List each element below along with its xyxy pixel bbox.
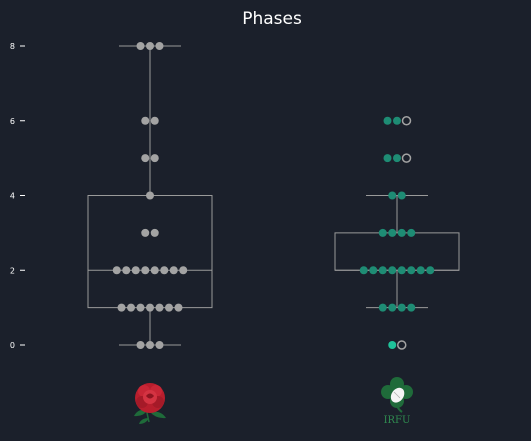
data-point bbox=[141, 116, 150, 125]
data-point bbox=[407, 228, 416, 237]
data-point bbox=[378, 228, 387, 237]
data-point bbox=[397, 266, 406, 275]
data-point bbox=[136, 303, 145, 312]
england-rose-logo bbox=[134, 383, 166, 424]
y-axis: 0 2 4 6 8 bbox=[10, 42, 25, 350]
data-point bbox=[146, 341, 154, 349]
iqr-box bbox=[334, 232, 460, 271]
data-point bbox=[397, 228, 406, 237]
data-point bbox=[359, 266, 368, 275]
data-point bbox=[136, 42, 145, 50]
data-point bbox=[112, 266, 121, 275]
irfu-logo: IRFU bbox=[381, 377, 413, 426]
data-point bbox=[155, 341, 164, 349]
points-1 bbox=[359, 116, 435, 350]
data-point bbox=[141, 154, 150, 163]
data-point bbox=[388, 341, 397, 349]
data-point bbox=[383, 116, 392, 125]
data-point bbox=[160, 266, 169, 275]
data-point bbox=[388, 303, 397, 312]
data-point bbox=[141, 266, 150, 275]
hollow-marker bbox=[401, 116, 412, 126]
hollow-marker bbox=[397, 340, 407, 350]
data-point bbox=[407, 303, 416, 312]
data-point bbox=[155, 42, 164, 50]
data-point bbox=[388, 266, 397, 275]
data-point bbox=[426, 266, 435, 275]
hollow-marker bbox=[401, 153, 412, 163]
y-tick-label: 4 bbox=[10, 192, 15, 201]
points-0 bbox=[112, 42, 188, 349]
data-point bbox=[150, 116, 159, 125]
data-point bbox=[165, 303, 173, 312]
swarm-points bbox=[112, 42, 435, 350]
y-tick-label: 6 bbox=[10, 117, 15, 126]
data-point bbox=[388, 191, 397, 200]
irfu-logo-text: IRFU bbox=[384, 415, 411, 426]
data-point bbox=[174, 303, 183, 312]
y-tick-label: 2 bbox=[10, 266, 15, 275]
y-tick-label: 8 bbox=[10, 42, 15, 51]
data-point bbox=[383, 154, 392, 163]
data-point bbox=[416, 266, 425, 275]
data-point bbox=[378, 303, 387, 312]
data-point bbox=[117, 303, 126, 312]
chart-title: Phases bbox=[242, 9, 302, 29]
data-point bbox=[155, 303, 164, 312]
data-point bbox=[146, 191, 154, 200]
data-point bbox=[397, 303, 406, 312]
data-point bbox=[369, 266, 378, 275]
data-point bbox=[122, 266, 131, 275]
data-point bbox=[150, 154, 159, 163]
iqr-box bbox=[87, 195, 213, 309]
data-point bbox=[378, 266, 387, 275]
data-point bbox=[393, 154, 401, 163]
data-point bbox=[407, 266, 416, 275]
data-point bbox=[136, 341, 145, 349]
data-point bbox=[146, 42, 154, 50]
data-point bbox=[397, 191, 406, 200]
data-point bbox=[150, 266, 159, 275]
data-point bbox=[150, 228, 159, 237]
data-point bbox=[388, 228, 397, 237]
y-tick-label: 0 bbox=[10, 341, 15, 350]
data-point bbox=[146, 303, 154, 312]
data-point bbox=[169, 266, 178, 275]
data-point bbox=[127, 303, 135, 312]
data-point bbox=[393, 116, 401, 125]
boxplot-1 bbox=[334, 195, 460, 309]
data-point bbox=[179, 266, 188, 275]
data-point bbox=[141, 228, 150, 237]
data-point bbox=[131, 266, 140, 275]
